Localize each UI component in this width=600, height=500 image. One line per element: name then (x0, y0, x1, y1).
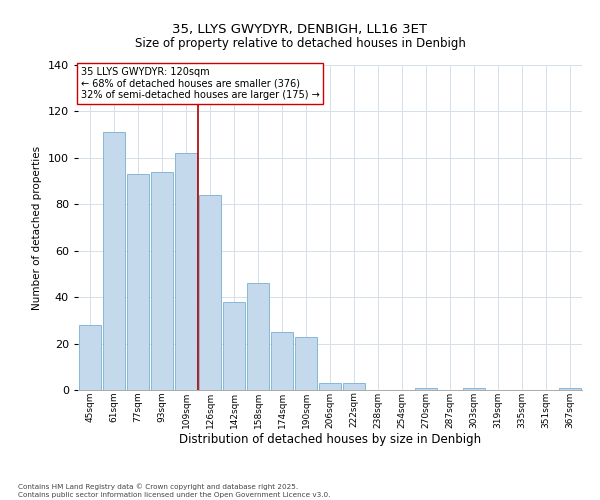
Bar (175, 153, 197, 390)
Bar (151, 172, 173, 390)
Bar (199, 195, 221, 390)
Bar (127, 174, 149, 390)
Text: Size of property relative to detached houses in Denbigh: Size of property relative to detached ho… (134, 38, 466, 51)
Bar (247, 283, 269, 390)
Bar (271, 332, 293, 390)
Bar (559, 388, 581, 390)
Y-axis label: Number of detached properties: Number of detached properties (32, 146, 42, 310)
Bar (415, 388, 437, 390)
Text: Contains HM Land Registry data © Crown copyright and database right 2025.
Contai: Contains HM Land Registry data © Crown c… (18, 484, 331, 498)
Bar (79, 325, 101, 390)
Bar (343, 383, 365, 390)
X-axis label: Distribution of detached houses by size in Denbigh: Distribution of detached houses by size … (179, 434, 481, 446)
Bar (223, 302, 245, 390)
Text: 35, LLYS GWYDYR, DENBIGH, LL16 3ET: 35, LLYS GWYDYR, DENBIGH, LL16 3ET (173, 22, 427, 36)
Text: 35 LLYS GWYDYR: 120sqm
← 68% of detached houses are smaller (376)
32% of semi-de: 35 LLYS GWYDYR: 120sqm ← 68% of detached… (80, 66, 319, 100)
Bar (103, 132, 125, 390)
Bar (295, 336, 317, 390)
Bar (319, 383, 341, 390)
Bar (463, 388, 485, 390)
